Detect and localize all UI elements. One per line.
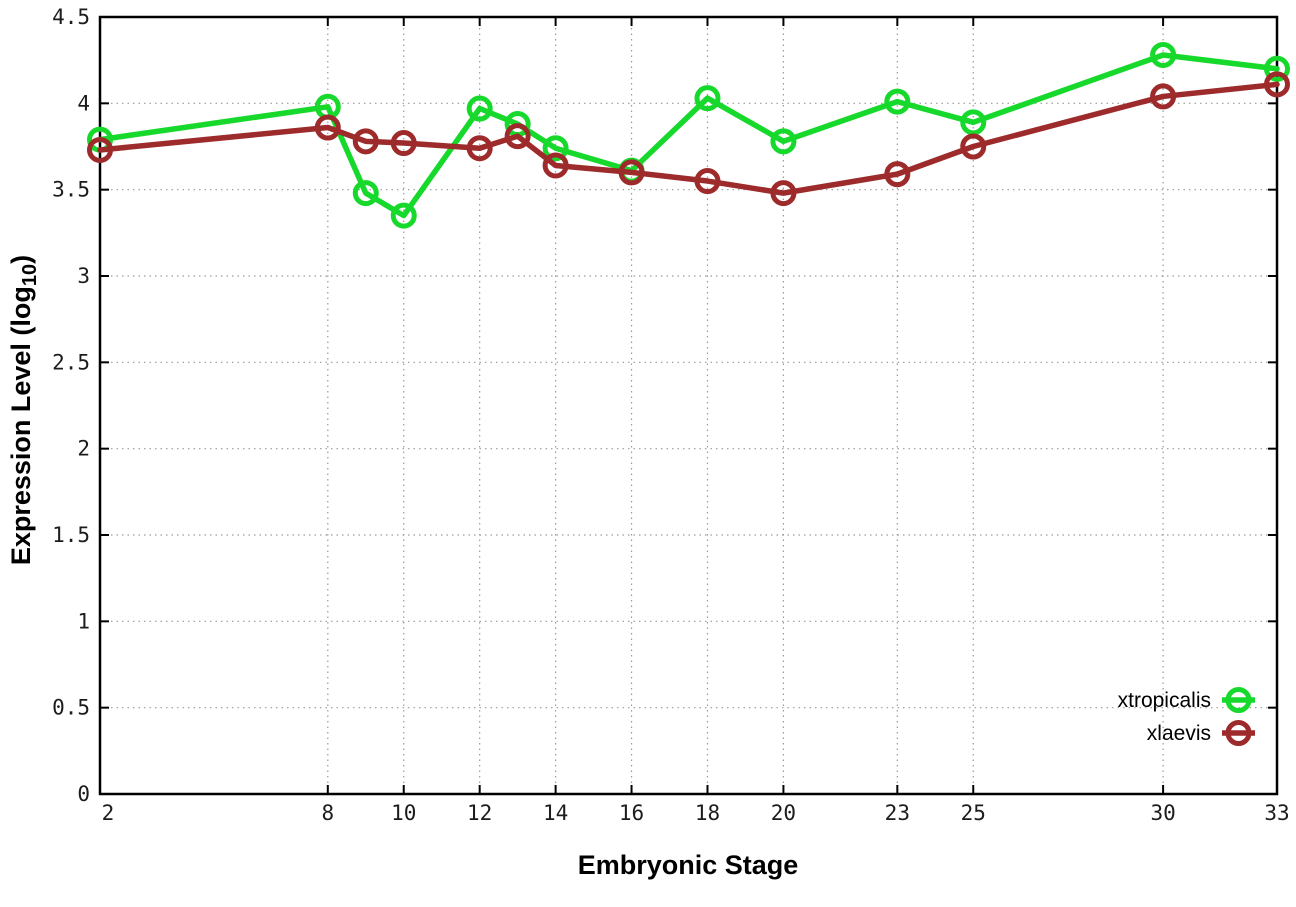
x-tick-label: 14 xyxy=(543,801,568,825)
y-tick-label: 0 xyxy=(77,782,90,806)
data-point-xtropicalis xyxy=(390,202,417,229)
data-point-xlaevis xyxy=(504,123,531,150)
data-point-xtropicalis xyxy=(694,85,721,112)
data-point-xlaevis xyxy=(1150,83,1177,110)
x-tick-label: 33 xyxy=(1264,801,1289,825)
axis-ticks xyxy=(99,16,1278,795)
x-tick-label: 20 xyxy=(771,801,796,825)
data-point-xlaevis xyxy=(1264,71,1290,98)
y-axis-label-text: Expression Level (log xyxy=(6,286,36,565)
y-tick-label: 3 xyxy=(77,264,90,288)
data-point-xlaevis xyxy=(618,159,645,186)
data-point-xtropicalis xyxy=(884,88,911,115)
x-tick-label: 2 xyxy=(102,801,115,825)
x-tick-label: 18 xyxy=(695,801,720,825)
x-tick-label: 8 xyxy=(321,801,334,825)
tick-labels: 2 8 10 12 14 16 18 20 23 25 30 33 0 0.5 1 1.5 2 2.5 3 3.5 4 4… xyxy=(52,5,1290,825)
data-point-xlaevis xyxy=(466,135,493,162)
data-point-xlaevis xyxy=(314,114,341,141)
x-tick-label: 30 xyxy=(1150,801,1175,825)
data-series xyxy=(87,41,1290,229)
data-point-xtropicalis xyxy=(770,128,797,155)
legend-sample-marker-xlaevis xyxy=(1225,720,1252,746)
y-tick-label: 3.5 xyxy=(52,178,90,202)
y-tick-label: 4.5 xyxy=(52,5,90,29)
data-point-xlaevis xyxy=(960,133,987,160)
data-point-xtropicalis xyxy=(466,95,493,122)
legend: xtropicalis xlaevis xyxy=(1118,687,1255,746)
data-point-xlaevis xyxy=(352,128,379,155)
legend-label-xlaevis: xlaevis xyxy=(1147,722,1211,745)
y-tick-label: 4 xyxy=(77,91,90,115)
legend-label-xtropicalis: xtropicalis xyxy=(1118,689,1211,712)
series-line-xtropicalis xyxy=(97,52,1280,219)
x-tick-label: 10 xyxy=(391,801,416,825)
y-axis-label-close: ) xyxy=(6,255,36,264)
y-tick-label: 1 xyxy=(77,609,90,633)
data-point-xlaevis xyxy=(884,161,911,188)
data-point-xlaevis xyxy=(694,168,721,195)
data-point-xtropicalis xyxy=(352,180,379,207)
x-tick-label: 23 xyxy=(885,801,910,825)
axis-labels: Embryonic Stage Expression Level (log10) xyxy=(6,255,798,880)
data-point-xtropicalis xyxy=(542,135,569,162)
series-line-xlaevis xyxy=(97,81,1280,196)
border-rect xyxy=(98,15,1279,796)
y-tick-label: 2.5 xyxy=(52,350,90,374)
data-point-xlaevis xyxy=(542,152,569,179)
data-point-xtropicalis xyxy=(1264,55,1290,82)
x-tick-label: 12 xyxy=(467,801,492,825)
data-point-xlaevis xyxy=(390,130,417,157)
x-axis-label: Embryonic Stage xyxy=(578,850,799,880)
y-tick-label: 0.5 xyxy=(52,696,90,720)
y-tick-label: 1.5 xyxy=(52,523,90,547)
data-point-xtropicalis xyxy=(960,109,987,136)
data-point-xlaevis xyxy=(87,136,113,163)
y-axis-label: Expression Level (log10) xyxy=(6,255,41,565)
gridlines xyxy=(100,17,1277,794)
data-point-xtropicalis xyxy=(1150,41,1177,68)
legend-sample-marker-xtropicalis xyxy=(1225,687,1252,713)
plot-border xyxy=(98,15,1279,796)
x-tick-label: 16 xyxy=(619,801,644,825)
y-axis-label-subscript: 10 xyxy=(19,264,41,286)
x-tick-label: 25 xyxy=(961,801,986,825)
y-tick-label: 2 xyxy=(77,437,90,461)
data-point-xlaevis xyxy=(770,180,797,207)
